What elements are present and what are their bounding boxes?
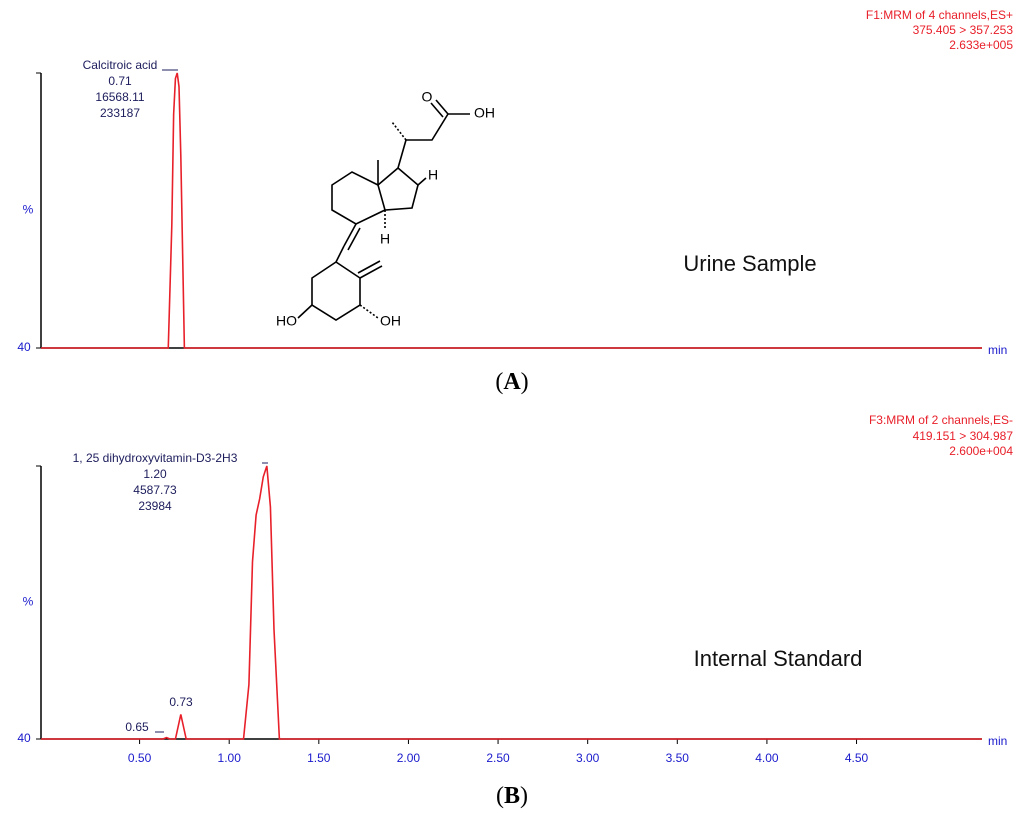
- bond: [406, 113, 470, 141]
- channel-info: F3:MRM of 2 channels,ES-: [869, 413, 1013, 427]
- atom-label: H: [428, 167, 438, 183]
- x-axis-label: min: [988, 734, 1007, 748]
- trace: [41, 465, 982, 740]
- atom-label: O: [422, 89, 433, 105]
- peak-label: 4587.73: [133, 483, 177, 497]
- channel-info: 2.600e+004: [949, 444, 1013, 458]
- atom-label: HO: [276, 313, 297, 329]
- ring: [311, 261, 361, 321]
- bond: [391, 121, 407, 141]
- panel-label: (B): [496, 783, 528, 809]
- ring: [377, 139, 419, 211]
- atom-label: OH: [474, 105, 495, 121]
- panel-label-part: ): [520, 783, 528, 809]
- peak-label: 0.73: [169, 695, 193, 709]
- x-axis-label: min: [988, 343, 1007, 357]
- bond: [357, 260, 381, 274]
- y-tick-label: 40: [17, 731, 31, 745]
- panel-label: (A): [495, 369, 528, 395]
- x-tick-label: 0.50: [128, 751, 152, 765]
- channel-info: 375.405 > 357.253: [913, 23, 1014, 37]
- peak-label: 233187: [100, 106, 140, 120]
- panel-label-part: ): [521, 369, 529, 395]
- peak-label: 0.71: [108, 74, 132, 88]
- x-tick-label: 2.00: [397, 751, 421, 765]
- x-tick-label: 4.50: [845, 751, 869, 765]
- trace: [41, 72, 982, 349]
- y-tick-label: 40: [17, 340, 31, 354]
- bond: [335, 245, 345, 263]
- x-tick-label: 2.50: [486, 751, 510, 765]
- panel-label-part: A: [503, 369, 521, 395]
- x-tick-label: 3.00: [576, 751, 600, 765]
- channel-info: F1:MRM of 4 channels,ES+: [866, 8, 1013, 22]
- atom-label: OH: [380, 313, 401, 329]
- x-tick-label: 1.50: [307, 751, 331, 765]
- x-tick-label: 3.50: [666, 751, 690, 765]
- peak-label: Calcitroic acid: [83, 58, 158, 72]
- bond: [435, 99, 449, 115]
- peak-label: 16568.11: [95, 90, 144, 104]
- bond: [430, 102, 444, 118]
- ring: [331, 171, 386, 225]
- peak-label: 23984: [138, 499, 172, 513]
- bond: [359, 304, 379, 319]
- peak-label: 1, 25 dihydroxyvitamin-D3-2H3: [73, 451, 238, 465]
- panel-label-part: (: [495, 369, 503, 395]
- x-tick-label: 4.00: [755, 751, 779, 765]
- bond: [297, 304, 313, 319]
- sample-annotation: Internal Standard: [694, 646, 863, 671]
- atom-label: H: [380, 231, 390, 247]
- channel-info: 2.633e+005: [949, 38, 1013, 52]
- bond: [347, 227, 361, 251]
- x-tick-label: 1.00: [218, 751, 242, 765]
- panel-label-part: (: [496, 783, 504, 809]
- sample-annotation: Urine Sample: [683, 251, 816, 276]
- panel-label-part: B: [504, 783, 520, 809]
- peak-label: 0.65: [125, 720, 149, 734]
- y-axis-label: %: [23, 595, 34, 609]
- molecule-structure: O OH H H HO OH: [276, 89, 495, 329]
- bond: [417, 177, 427, 186]
- bond: [343, 223, 357, 247]
- peak-label: 1.20: [143, 467, 167, 481]
- bond: [359, 265, 383, 279]
- channel-info: 419.151 > 304.987: [913, 429, 1014, 443]
- y-axis-label: %: [23, 203, 34, 217]
